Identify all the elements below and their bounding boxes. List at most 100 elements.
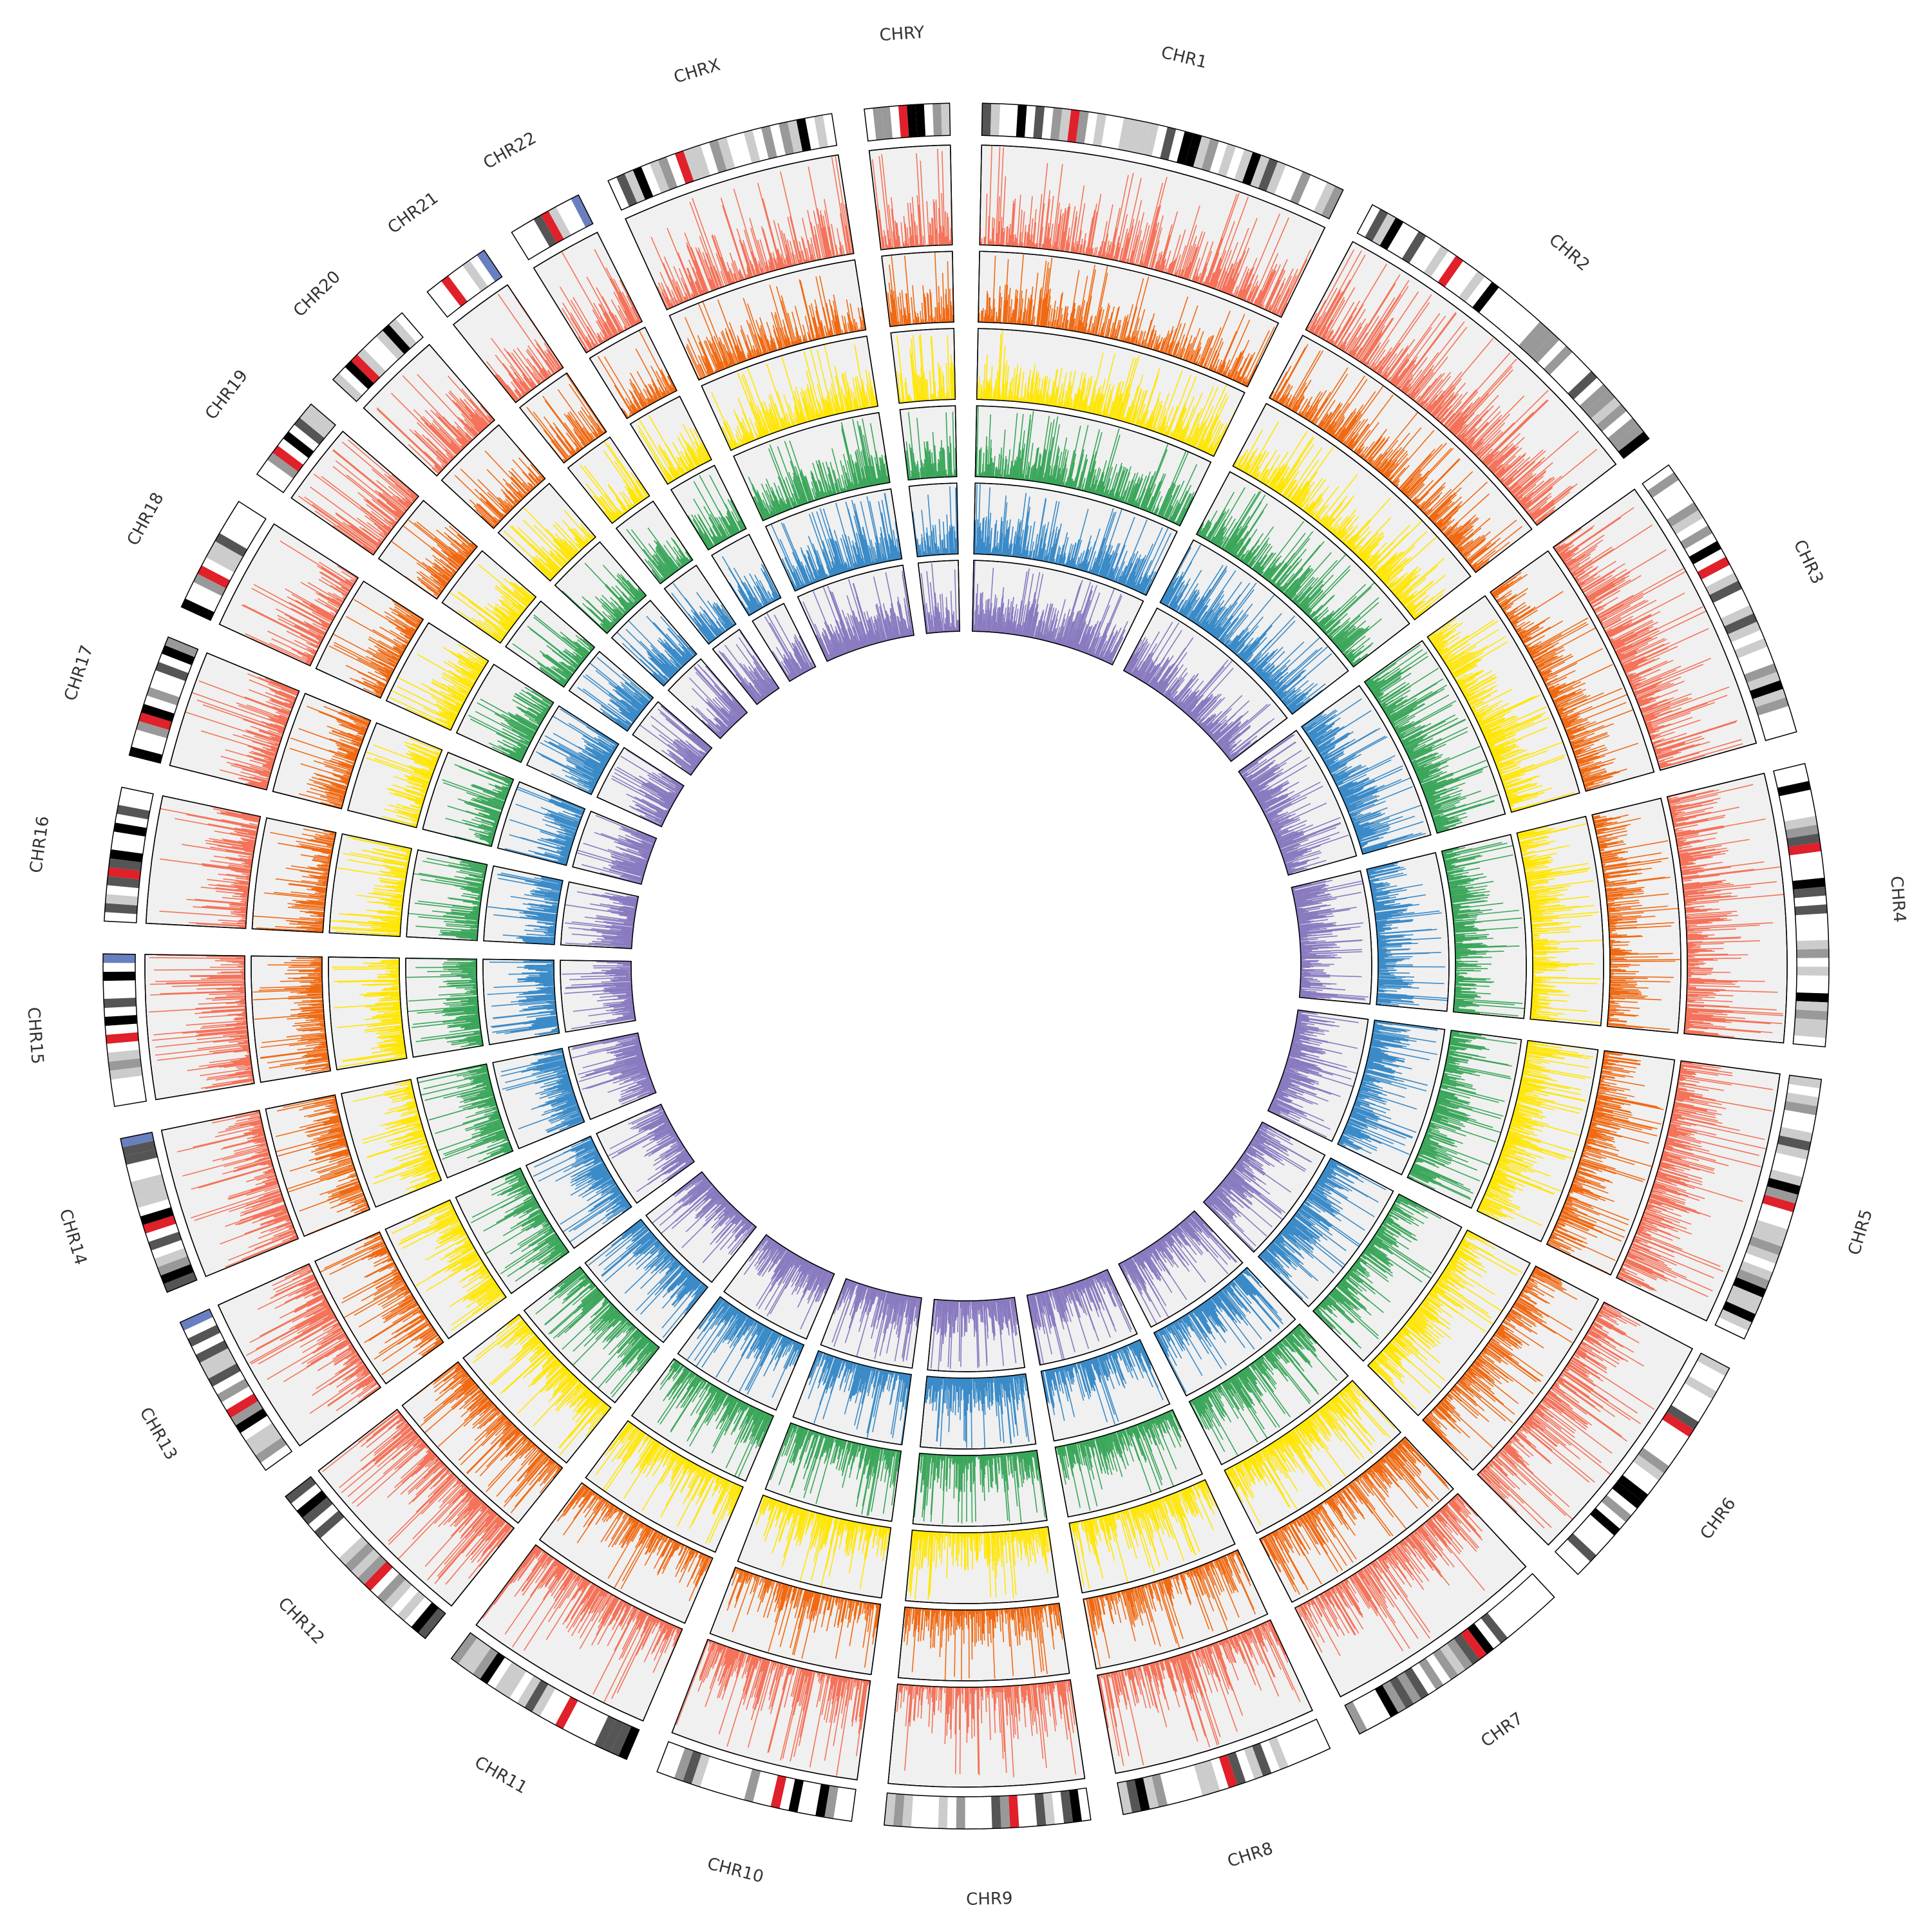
- ideogram-band: [1126, 119, 1142, 153]
- ideogram-band: [717, 137, 735, 171]
- track-outline: [625, 154, 855, 310]
- ideogram-band: [1151, 1774, 1168, 1808]
- ideogram-band: [674, 1747, 694, 1781]
- ideogram-band: [195, 1340, 229, 1363]
- track-2-chr11: [538, 1482, 714, 1624]
- ideogram-band: [594, 1716, 616, 1749]
- track-4-chr18: [455, 663, 554, 763]
- ideogram-band: [1266, 161, 1287, 195]
- ideogram-band: [813, 115, 829, 149]
- chromosome-label-chr8: CHR8: [1225, 1839, 1275, 1871]
- ideogram-band: [180, 1309, 213, 1331]
- ideogram-band: [1766, 1177, 1801, 1195]
- ideogram-band: [956, 1796, 965, 1829]
- ideogram-band: [610, 1723, 632, 1756]
- ideogram-band: [516, 1675, 542, 1708]
- ideogram-band: [1404, 1667, 1429, 1700]
- ideogram-chr21: [426, 249, 503, 318]
- ideogram-band: [1785, 824, 1819, 838]
- ideogram-band: [1795, 1009, 1828, 1021]
- track-outline: [328, 833, 412, 937]
- ideogram-band: [302, 1497, 333, 1525]
- track-outline: [160, 1110, 299, 1277]
- ideogram-band: [691, 1753, 710, 1787]
- ideogram-band: [364, 1561, 393, 1591]
- ideogram-outline-chr14: [120, 1132, 198, 1293]
- ideogram-band: [451, 1633, 478, 1664]
- track-outline: [523, 1266, 660, 1404]
- track-outline: [797, 564, 914, 662]
- ideogram-outline-chr13: [179, 1308, 293, 1472]
- track-5-chr11: [677, 1296, 805, 1411]
- ideogram-band: [532, 1684, 556, 1717]
- track-6-chr11: [723, 1234, 835, 1340]
- track-outline: [328, 956, 408, 1070]
- ideogram-band: [770, 1775, 787, 1809]
- ideogram-band: [787, 120, 803, 153]
- ideogram-band: [255, 1437, 287, 1463]
- chromosome-label-chr19: CHR19: [202, 366, 252, 424]
- ideogram-band: [1680, 525, 1713, 549]
- chromosome-label-chr6: CHR6: [1697, 1494, 1740, 1543]
- ideogram-band: [1784, 815, 1817, 830]
- ideogram-chr18: [180, 500, 267, 621]
- ideogram-band: [1729, 1285, 1763, 1306]
- track-outline: [1666, 772, 1788, 1044]
- ideogram-band: [1126, 1779, 1141, 1813]
- ideogram-band: [1321, 185, 1343, 219]
- ideogram-band: [1134, 1777, 1150, 1812]
- ideogram-band: [1423, 245, 1449, 278]
- ideogram-band: [1745, 1244, 1779, 1264]
- track-1-chr2: [1305, 241, 1617, 526]
- chromosome-label-chr17: CHR17: [61, 643, 97, 703]
- ideogram-band: [744, 1768, 761, 1803]
- ideogram-outline-chr21: [426, 249, 503, 318]
- track-outline: [347, 722, 443, 828]
- track-outline: [217, 1263, 382, 1447]
- ideogram-band: [1794, 1018, 1828, 1029]
- ideogram-band: [624, 169, 645, 204]
- track-outline: [890, 328, 956, 404]
- ideogram-band: [1705, 573, 1739, 596]
- ideogram-chr6: [1554, 1352, 1730, 1575]
- track-outline: [1026, 1269, 1138, 1366]
- ideogram-band: [1709, 580, 1743, 603]
- track-4-chr6: [1312, 1193, 1463, 1362]
- track-outline: [899, 405, 958, 481]
- ideogram-band: [902, 1794, 913, 1828]
- ideogram-band: [1748, 1236, 1783, 1256]
- track-2-chr17: [272, 692, 372, 810]
- ideogram-band: [1769, 1169, 1803, 1186]
- ideogram-band: [1160, 127, 1177, 160]
- ideogram-band: [124, 1149, 158, 1165]
- ideogram-band: [133, 1182, 167, 1200]
- ideogram-band: [658, 156, 678, 191]
- ideogram-band: [299, 410, 330, 439]
- ideogram-band: [200, 1348, 232, 1371]
- chromosome-label-chr11: CHR11: [471, 1753, 531, 1798]
- track-outline: [385, 622, 489, 731]
- track-1-chr6: [1477, 1302, 1694, 1546]
- track-outline: [632, 701, 713, 776]
- track-outline: [144, 954, 255, 1101]
- track-outline: [1153, 1267, 1296, 1397]
- track-outline: [560, 881, 639, 949]
- ideogram-band: [1591, 397, 1622, 426]
- track-1-chr15: [144, 954, 255, 1101]
- track-outline: [1337, 1019, 1446, 1176]
- track-6-chr18: [596, 746, 685, 828]
- track-4-chr15: [405, 957, 484, 1058]
- track-outline: [1122, 607, 1288, 762]
- track-4-chr10: [764, 1422, 902, 1522]
- chromosome-label-chr15: CHR15: [23, 1007, 47, 1065]
- track-outline: [1367, 1229, 1531, 1417]
- ideogram-band: [210, 541, 243, 565]
- ideogram-band: [1432, 1648, 1459, 1680]
- chromosome-label-chr1: CHR1: [1159, 43, 1209, 73]
- ideogram-band: [103, 954, 136, 963]
- track-outline: [764, 488, 903, 592]
- track-1-chr19: [290, 430, 420, 556]
- track-3-chr16: [328, 833, 412, 937]
- ideogram-band: [440, 276, 468, 307]
